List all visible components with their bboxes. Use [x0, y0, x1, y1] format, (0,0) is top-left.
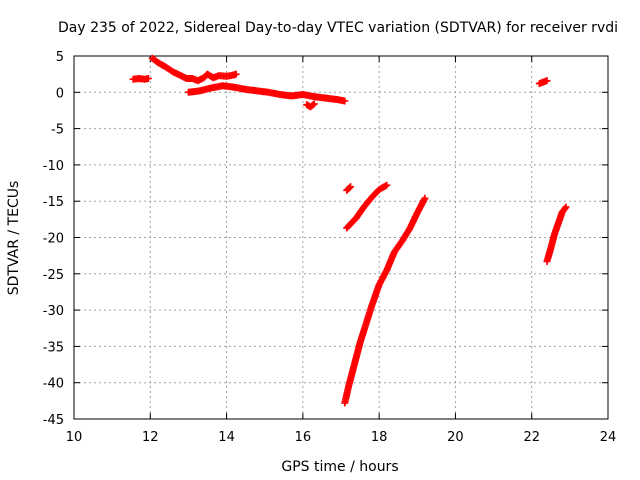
grid-lines [74, 56, 608, 419]
y-tick-label: 0 [56, 86, 64, 101]
y-tick-label: -25 [43, 268, 64, 283]
x-tick-label: 16 [295, 430, 312, 445]
x-axis-ticks: 10 12 14 16 18 20 22 24 [66, 56, 617, 445]
x-tick-label: 24 [600, 430, 617, 445]
data-point [347, 183, 355, 191]
y-tick-label: -45 [43, 413, 64, 428]
y-tick-label: -35 [43, 340, 64, 355]
data-point [309, 101, 317, 109]
x-tick-label: 18 [371, 430, 388, 445]
data-point [232, 70, 240, 78]
y-axis-title: SDTVAR / TECUs [6, 181, 22, 296]
x-tick-label: 20 [447, 430, 464, 445]
y-tick-label: -10 [43, 159, 64, 174]
data-point [341, 97, 349, 105]
data-point [144, 75, 152, 83]
y-tick-label: -15 [43, 195, 64, 210]
data-point [421, 194, 429, 202]
data-points [129, 54, 570, 407]
data-point [562, 203, 570, 211]
data-point [561, 204, 569, 212]
x-tick-label: 12 [142, 430, 159, 445]
x-axis-title: GPS time / hours [281, 459, 398, 475]
x-tick-label: 14 [218, 430, 235, 445]
y-tick-label: -40 [43, 377, 64, 392]
y-tick-label: 5 [56, 50, 64, 65]
chart-title: Day 235 of 2022, Sidereal Day-to-day VTE… [58, 20, 618, 36]
y-tick-label: -5 [51, 123, 64, 138]
data-point [543, 77, 551, 85]
x-tick-label: 22 [523, 430, 540, 445]
data-point [383, 181, 391, 189]
y-tick-label: -30 [43, 304, 64, 319]
data-point [346, 184, 354, 192]
y-tick-label: -20 [43, 232, 64, 247]
x-tick-label: 10 [66, 430, 83, 445]
data-point [310, 100, 318, 108]
y-axis-ticks: 5 0 -5 -10 -15 -20 -25 -30 -35 -40 -45 [43, 50, 608, 428]
